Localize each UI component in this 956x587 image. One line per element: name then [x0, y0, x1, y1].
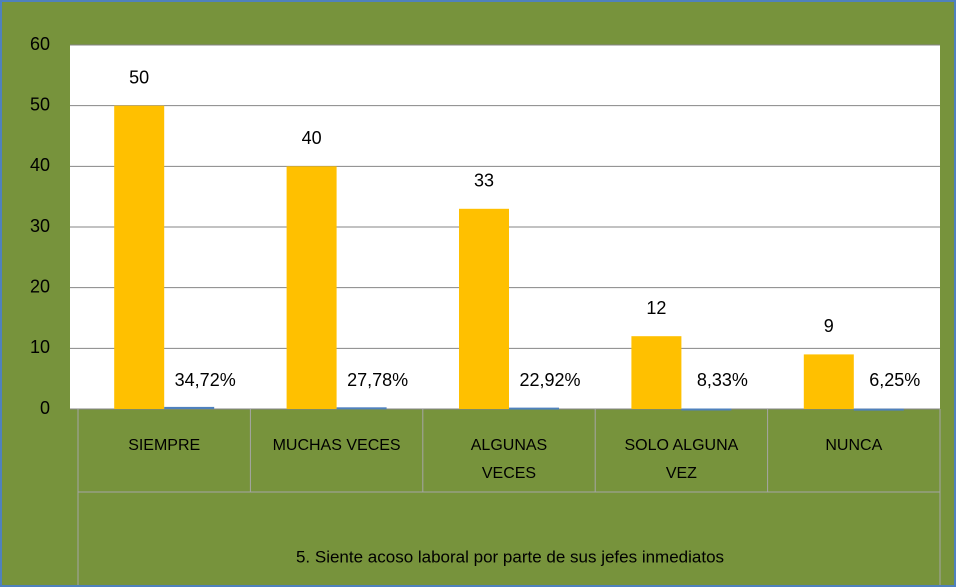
y-tick-label: 40: [30, 155, 50, 175]
value-label: 33: [474, 171, 494, 191]
value-label: 6,25%: [869, 370, 920, 390]
x-tick-label: ALGUNAS VECES: [470, 437, 548, 482]
bar: [286, 166, 337, 409]
x-tick-label: NUNCA: [825, 437, 883, 454]
value-label: 9: [824, 316, 834, 336]
bar: [509, 407, 559, 410]
value-label: 22,92%: [519, 370, 580, 390]
value-label: 34,72%: [175, 370, 236, 390]
group-label: 5. Siente acoso laboral por parte de sus…: [296, 547, 724, 566]
y-tick-label: 10: [30, 337, 50, 357]
bar: [164, 406, 215, 409]
x-tick-label: MUCHAS VECES: [272, 437, 401, 454]
value-label: 12: [646, 298, 666, 318]
bar: [459, 208, 509, 409]
x-tick-label: SIEMPRE: [128, 437, 201, 454]
bar: [631, 336, 682, 409]
y-tick-label: 60: [30, 34, 50, 54]
bar: [336, 407, 387, 410]
value-label: 40: [302, 128, 322, 148]
bar: [114, 105, 165, 410]
y-tick-label: 50: [30, 94, 50, 114]
bar: [803, 354, 854, 409]
value-label: 50: [129, 67, 149, 87]
value-label: 27,78%: [347, 370, 408, 390]
value-label: 8,33%: [697, 370, 748, 390]
x-tick-label: SOLO ALGUNA VEZ: [624, 437, 739, 482]
y-tick-label: 30: [30, 216, 50, 236]
y-tick-label: 20: [30, 276, 50, 296]
bar: [853, 408, 904, 411]
bar: [681, 408, 732, 411]
y-tick-label: 0: [40, 398, 50, 418]
